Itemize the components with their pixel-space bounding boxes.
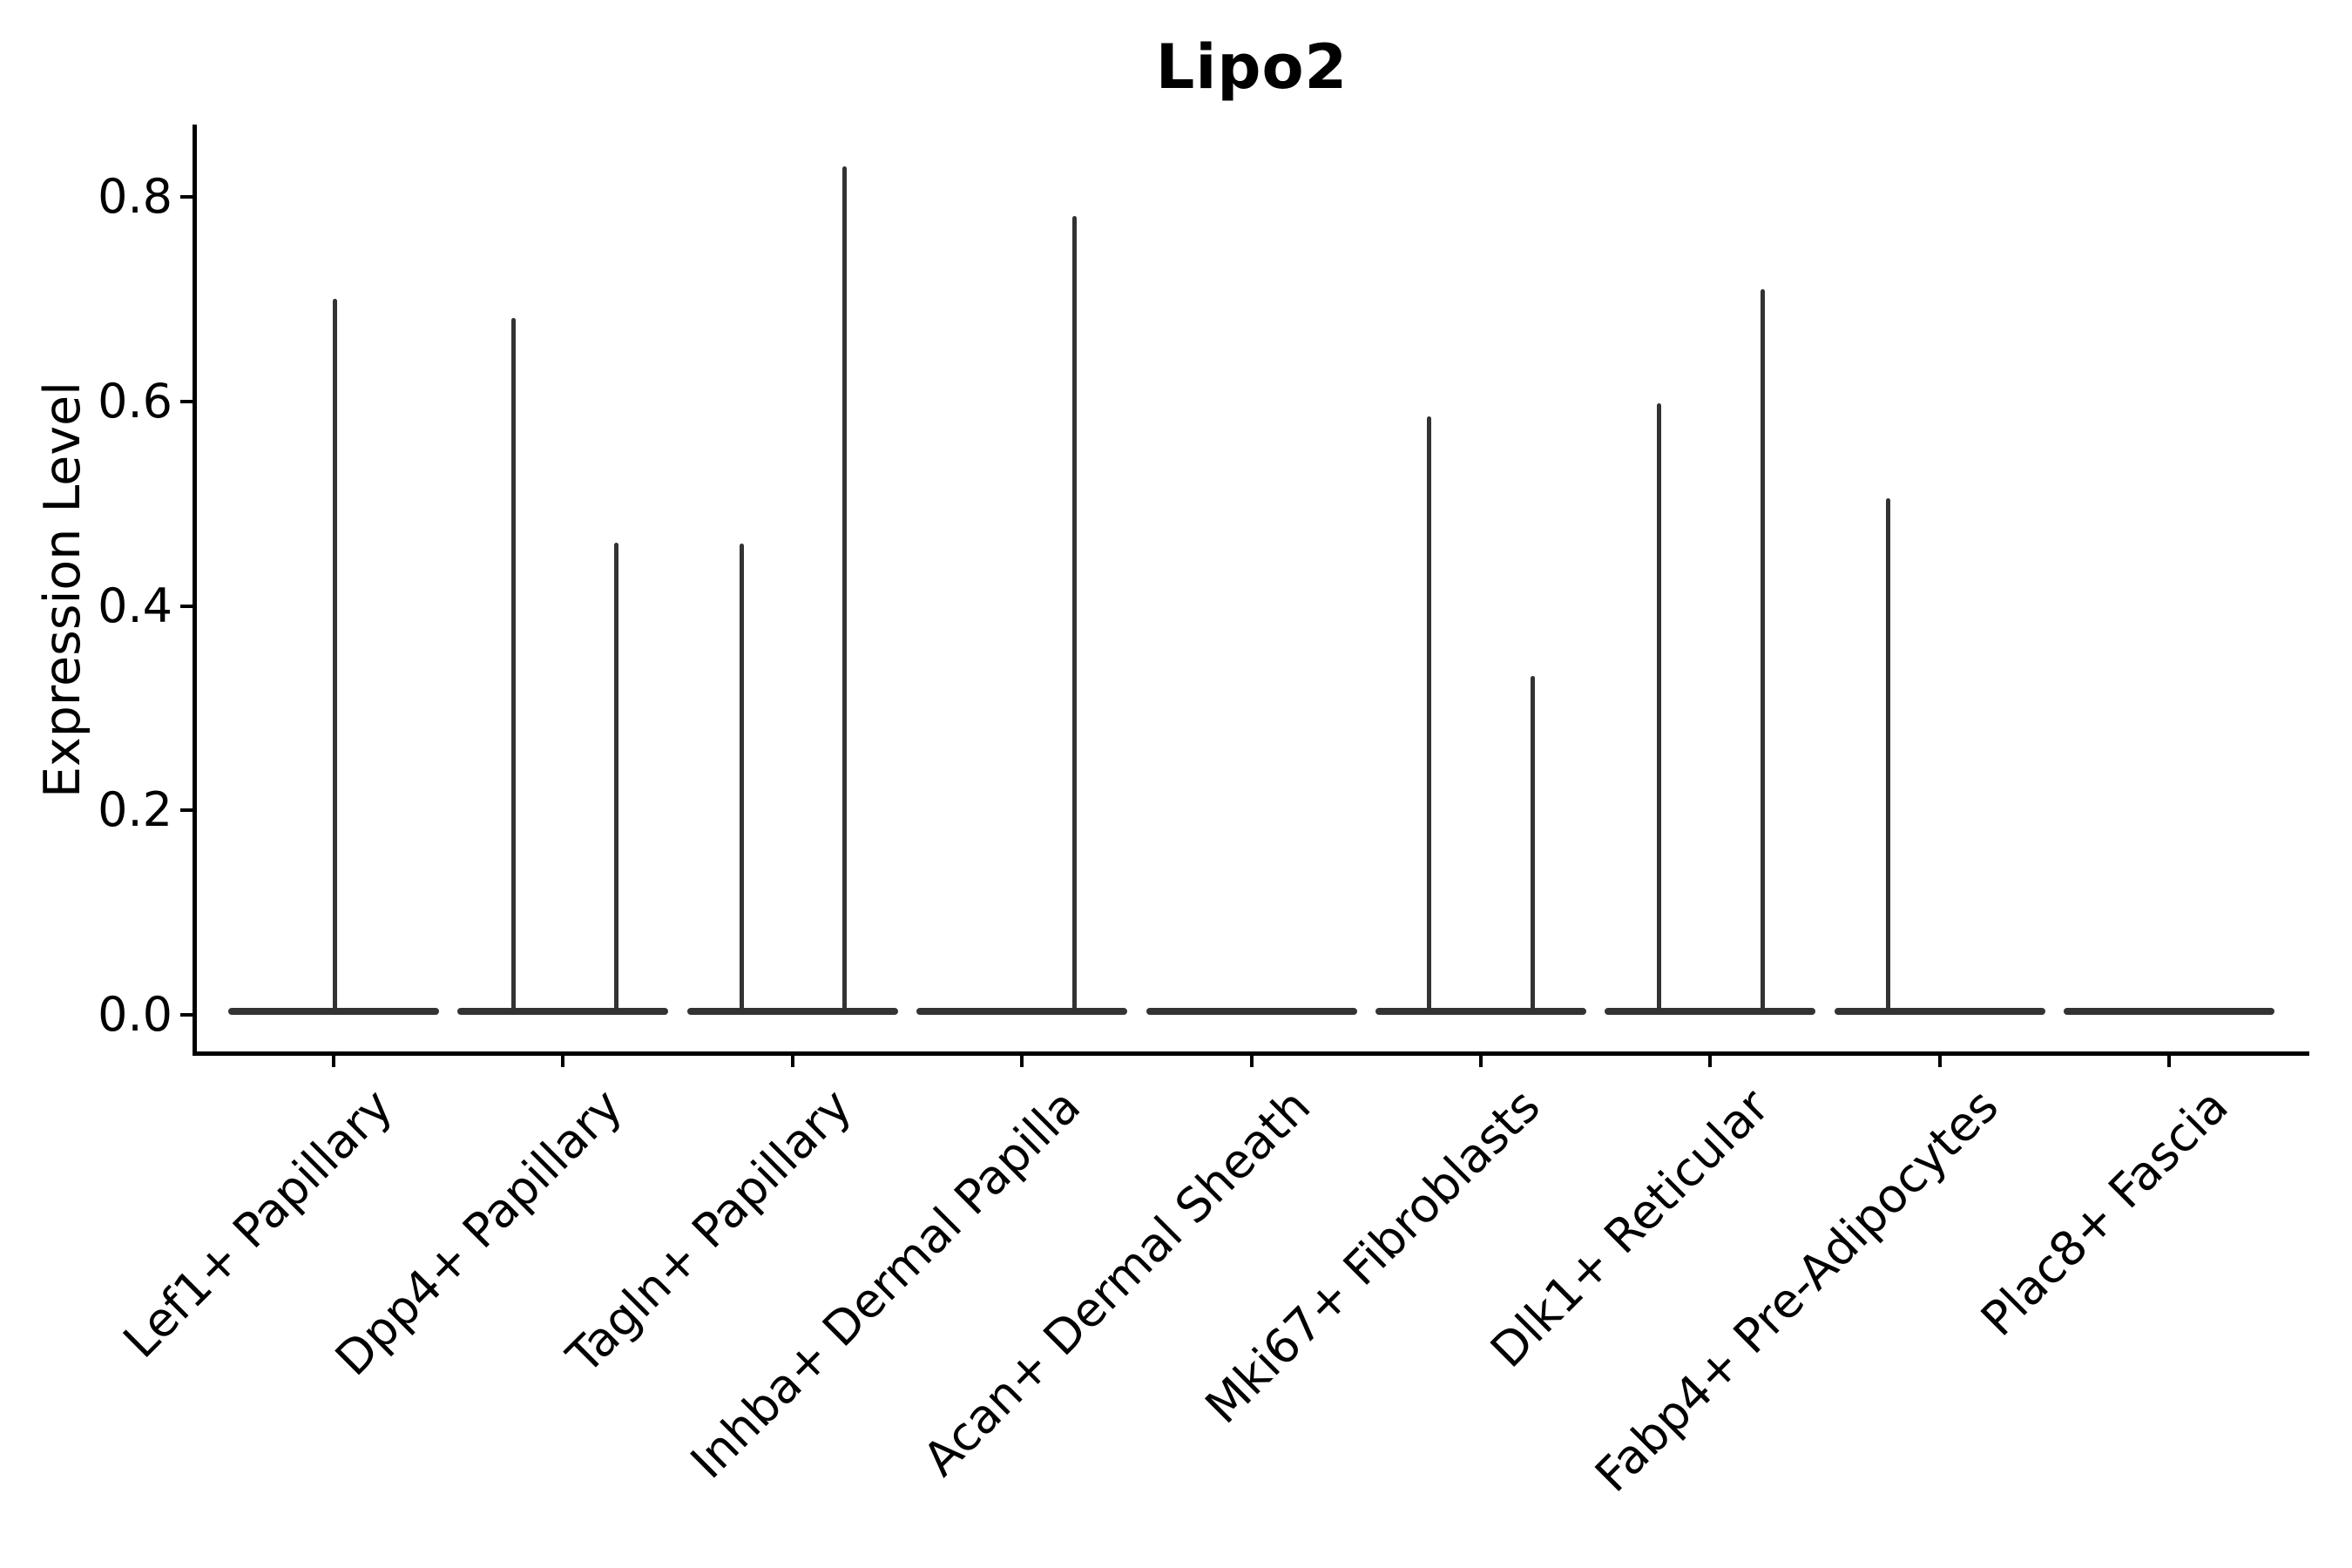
y-tick-label: 0.2	[98, 782, 172, 838]
violin-spike	[1071, 216, 1077, 1013]
y-tick-label: 0.4	[98, 578, 172, 633]
violin-spike	[1656, 403, 1661, 1013]
x-tick-label: Plac8+ Fascia	[1970, 1078, 2239, 1347]
y-tick	[180, 808, 193, 813]
y-tick	[180, 399, 193, 403]
x-tick	[332, 1055, 335, 1067]
x-tick	[2167, 1055, 2171, 1067]
violin-spike	[1760, 288, 1765, 1013]
violin-base	[1375, 1007, 1586, 1015]
violin-spike	[332, 299, 337, 1013]
violin-spike	[510, 317, 516, 1013]
violin-spike	[1427, 416, 1432, 1013]
x-tick	[561, 1055, 565, 1067]
x-tick	[1249, 1055, 1254, 1067]
violin-spike	[613, 542, 618, 1013]
violin-spike	[740, 543, 745, 1013]
y-tick-label: 0.0	[98, 987, 172, 1042]
x-tick-label: Acan+ Dermal Sheath	[912, 1078, 1321, 1487]
violin-spike	[1886, 498, 1891, 1013]
violin-spike	[842, 166, 848, 1013]
violin-base	[2064, 1007, 2274, 1015]
x-tick	[1020, 1055, 1024, 1067]
violin-base	[1146, 1007, 1357, 1015]
x-tick-label: Fabp4+ Pre-Adipocytes	[1585, 1078, 2010, 1503]
y-tick-label: 0.8	[98, 169, 172, 224]
x-tick	[1478, 1055, 1483, 1067]
y-tick	[180, 1013, 193, 1017]
violin-base	[457, 1007, 669, 1015]
x-axis-line	[193, 1051, 2309, 1056]
chart-title: Lipo2	[1155, 31, 1348, 103]
violin-spike	[1531, 676, 1536, 1013]
y-tick	[180, 604, 193, 608]
y-axis-line	[193, 125, 197, 1055]
y-tick	[180, 195, 193, 199]
violin-base	[1834, 1007, 2045, 1015]
x-tick	[1937, 1055, 1942, 1067]
y-tick-label: 0.6	[98, 373, 172, 429]
violin-base	[916, 1007, 1128, 1015]
x-tick-label: Inhba+ Dermal Papilla	[680, 1078, 1092, 1490]
x-tick	[790, 1055, 794, 1067]
x-tick	[1708, 1055, 1713, 1067]
violin-base	[1605, 1007, 1816, 1015]
violin-base	[686, 1007, 898, 1015]
